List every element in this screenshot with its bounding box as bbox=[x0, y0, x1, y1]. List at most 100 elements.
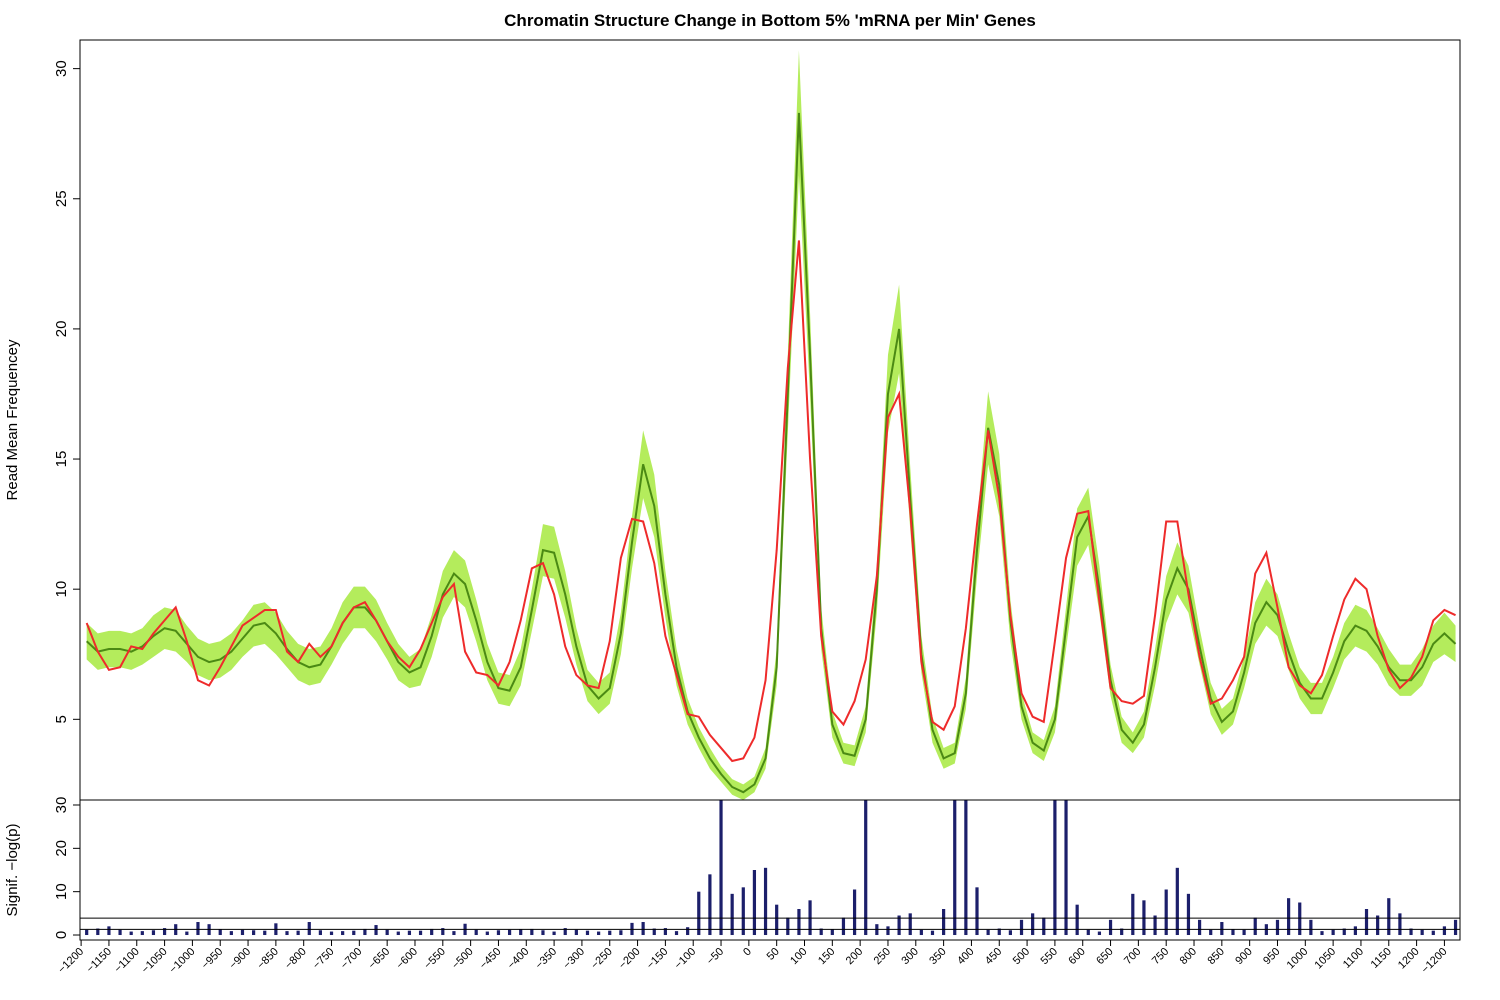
bar bbox=[1097, 931, 1102, 936]
bar bbox=[1008, 930, 1012, 936]
x-tick-label: 100 bbox=[788, 946, 809, 967]
bar bbox=[986, 929, 990, 936]
bar bbox=[519, 929, 523, 936]
bar bbox=[585, 930, 590, 936]
x-tick-label: −1200 bbox=[1419, 946, 1449, 976]
bar bbox=[474, 929, 478, 936]
x-tick-label: −700 bbox=[338, 946, 364, 972]
bar bbox=[441, 928, 445, 936]
x-tick-label: −800 bbox=[283, 946, 309, 972]
bar bbox=[886, 926, 890, 936]
bar bbox=[1042, 917, 1046, 936]
x-tick-label: 450 bbox=[983, 946, 1004, 967]
bar bbox=[1442, 926, 1447, 936]
x-tick-label: −50 bbox=[704, 946, 726, 968]
bar bbox=[385, 929, 389, 936]
x-tick-label: −1100 bbox=[112, 946, 142, 976]
x-tick-label: −1000 bbox=[167, 946, 197, 976]
x-tick-label: 600 bbox=[1066, 946, 1087, 967]
bar bbox=[496, 930, 501, 936]
y-tick-label: 5 bbox=[53, 715, 70, 723]
bar bbox=[608, 930, 612, 936]
x-tick-label: 1150 bbox=[1369, 946, 1394, 971]
y-tick-label: 30 bbox=[53, 60, 70, 77]
bar bbox=[1331, 929, 1335, 936]
bar bbox=[452, 931, 456, 936]
x-tick-label: −950 bbox=[199, 946, 225, 972]
bar bbox=[1120, 928, 1124, 936]
x-tick-label: −400 bbox=[505, 946, 531, 972]
bar bbox=[1108, 919, 1113, 936]
top-plot bbox=[85, 50, 1457, 800]
bar bbox=[151, 930, 156, 936]
x-tick-label: 1050 bbox=[1312, 946, 1338, 972]
bar bbox=[574, 929, 578, 936]
bar bbox=[1064, 800, 1068, 936]
bar bbox=[285, 931, 289, 936]
bar bbox=[597, 931, 601, 936]
bar bbox=[763, 867, 768, 936]
bar bbox=[852, 889, 857, 936]
bar bbox=[830, 929, 834, 936]
bottom-frame bbox=[79, 799, 1461, 941]
bar bbox=[396, 931, 400, 936]
bar bbox=[663, 928, 667, 936]
bar bbox=[1175, 867, 1179, 936]
bar bbox=[1298, 902, 1302, 936]
bar bbox=[318, 930, 322, 936]
bar bbox=[1031, 913, 1035, 936]
y-tick-label: 20 bbox=[53, 321, 70, 338]
bar bbox=[1342, 928, 1346, 936]
bar bbox=[296, 930, 300, 936]
bar bbox=[730, 893, 734, 936]
bar bbox=[418, 930, 423, 936]
bar bbox=[430, 928, 434, 936]
y-tick-label: 0 bbox=[53, 931, 70, 939]
y-tick-label: 10 bbox=[53, 883, 70, 900]
bar bbox=[563, 928, 567, 936]
bar bbox=[864, 800, 868, 936]
bar bbox=[1231, 929, 1235, 936]
bar bbox=[719, 800, 723, 936]
x-tick-label: 300 bbox=[899, 946, 920, 967]
x-tick-label: −750 bbox=[311, 946, 337, 972]
x-tick-label: −300 bbox=[561, 946, 587, 972]
bar bbox=[307, 922, 311, 936]
bar bbox=[930, 930, 935, 936]
bar bbox=[1186, 893, 1191, 936]
bar bbox=[797, 909, 801, 936]
bottom-plot bbox=[80, 800, 1460, 936]
y-tick-label: 15 bbox=[53, 451, 70, 468]
x-tick-label: −650 bbox=[366, 946, 392, 972]
x-tick-label: 50 bbox=[765, 946, 782, 963]
bar bbox=[1164, 889, 1168, 936]
bar bbox=[162, 928, 167, 936]
bar bbox=[1086, 929, 1090, 936]
bar bbox=[229, 931, 233, 936]
y-tick-label: 20 bbox=[53, 840, 70, 857]
bar bbox=[775, 904, 779, 936]
x-tick-label: −450 bbox=[478, 946, 504, 972]
bar bbox=[263, 930, 267, 936]
bar bbox=[1309, 919, 1313, 936]
bar bbox=[686, 927, 690, 936]
bar bbox=[1376, 915, 1380, 936]
bar bbox=[341, 931, 345, 936]
bar bbox=[374, 925, 378, 936]
x-tick-label: −1150 bbox=[84, 946, 114, 976]
y-axis-label: Signif. −log(p) bbox=[4, 824, 21, 917]
bar bbox=[1242, 929, 1246, 936]
bar bbox=[1364, 909, 1369, 936]
bar bbox=[218, 929, 222, 936]
bar bbox=[908, 913, 912, 936]
bar bbox=[252, 930, 256, 936]
bar bbox=[1431, 930, 1435, 936]
bar bbox=[819, 928, 823, 936]
bar bbox=[964, 800, 968, 936]
x-tick-label: 500 bbox=[1011, 946, 1032, 967]
bar bbox=[942, 909, 946, 936]
y-tick-label: 10 bbox=[53, 581, 70, 598]
bar bbox=[407, 930, 412, 936]
bar bbox=[1220, 922, 1224, 936]
series-line bbox=[85, 112, 1457, 794]
